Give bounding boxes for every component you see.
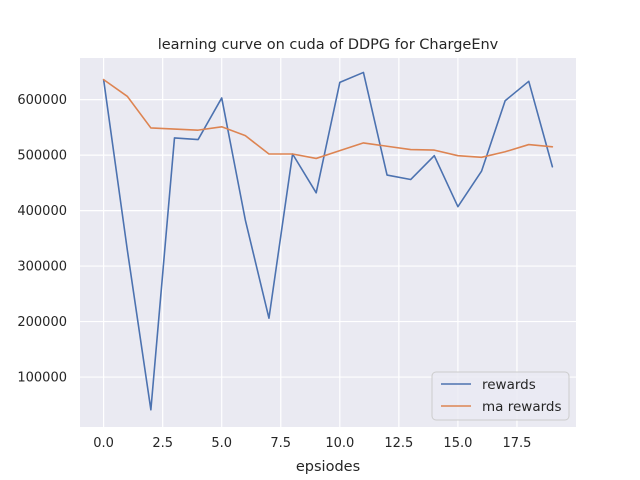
x-tick-label: 7.5	[270, 436, 291, 451]
x-tick-labels: 0.0 2.5 5.0 7.5 10.0 12.5 15.0 17.5	[93, 436, 531, 451]
series-lines	[102, 71, 554, 411]
y-tick-label: 600000	[17, 93, 67, 108]
x-tick-label: 2.5	[152, 436, 173, 451]
y-tick-label: 400000	[17, 204, 67, 219]
y-tick-labels: 100000 200000 300000 400000 500000 600000	[17, 93, 67, 385]
series-line-ma-rewards	[102, 78, 554, 160]
y-tick-label: 500000	[17, 149, 67, 164]
x-tick-label: 12.5	[384, 436, 413, 451]
x-tick-label: 17.5	[502, 436, 531, 451]
y-tick-label: 200000	[17, 315, 67, 330]
series-line-rewards	[102, 71, 554, 411]
legend-label-rewards: rewards	[482, 377, 536, 393]
x-tick-label: 5.0	[211, 436, 232, 451]
x-tick-label: 10.0	[325, 436, 354, 451]
x-axis-label: epsiodes	[296, 459, 360, 475]
chart-title: learning curve on cuda of DDPG for Charg…	[158, 37, 499, 53]
y-tick-label: 300000	[17, 260, 67, 275]
legend: rewards ma rewards	[431, 371, 570, 421]
grid	[80, 58, 576, 427]
y-tick-label: 100000	[17, 371, 67, 386]
x-tick-label: 0.0	[93, 436, 114, 451]
legend-label-ma-rewards: ma rewards	[482, 399, 562, 415]
x-tick-label: 15.0	[443, 436, 472, 451]
